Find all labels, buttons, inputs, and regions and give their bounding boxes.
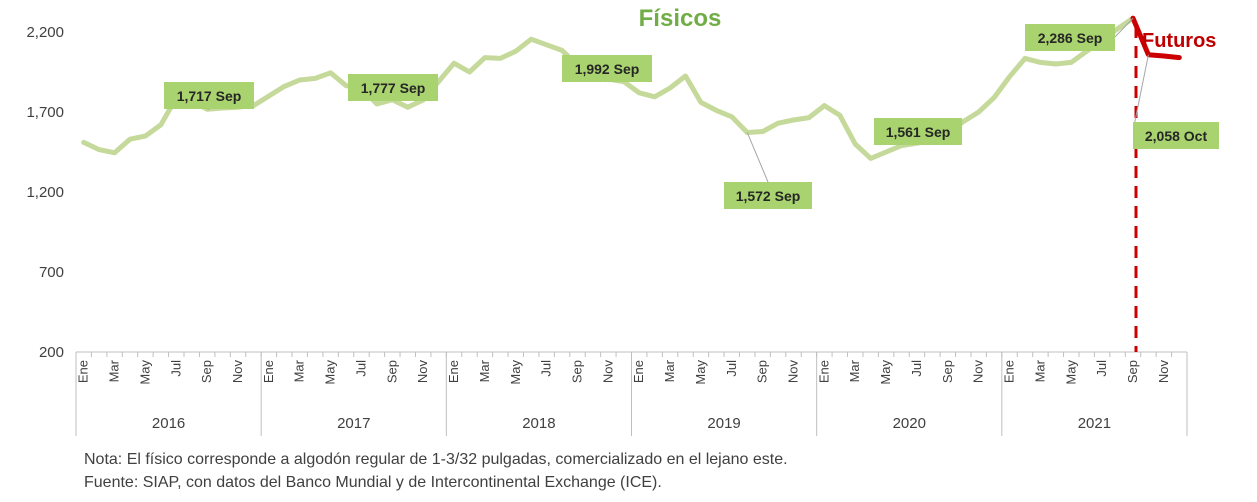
source-text: Fuente: SIAP, con datos del Banco Mundia…	[84, 474, 662, 491]
month-tick-label: Mar	[662, 359, 677, 382]
month-tick-label: Mar	[477, 359, 492, 382]
annotation-label: 1,777 Sep	[361, 80, 426, 96]
annotation-label: 2,286 Sep	[1038, 30, 1103, 46]
month-tick-label: Ene	[816, 360, 831, 383]
annotation-box	[724, 182, 812, 209]
month-tick-label: Nov	[415, 360, 430, 384]
month-tick-label: Jul	[1094, 360, 1109, 377]
annotations-group: 1,717 Sep 1,777 Sep 1,992 Sep 1,572 Sep 1,56…	[164, 17, 1219, 209]
annotation-box	[562, 55, 652, 82]
month-tick-label: May	[1063, 360, 1078, 385]
month-tick-label: Nov	[971, 360, 986, 384]
month-tick-label: May	[878, 360, 893, 385]
month-tick-label: May	[323, 360, 338, 385]
month-tick-label: Mar	[847, 359, 862, 382]
month-tick-label: Nov	[230, 360, 245, 384]
annotation-box	[1025, 24, 1115, 51]
y-tick-label: 1,200	[26, 184, 64, 201]
annotation-box	[348, 74, 438, 101]
year-label: 2019	[707, 415, 740, 432]
annotation-leader	[746, 132, 769, 183]
annotation-box	[1133, 122, 1219, 149]
y-tick-label: 700	[39, 264, 64, 281]
month-tick-label: May	[693, 360, 708, 385]
month-tick-label: Mar	[107, 359, 122, 382]
month-tick-label: Ene	[261, 360, 276, 383]
annotation-leader	[1114, 17, 1134, 38]
month-tick-label: Ene	[1002, 360, 1017, 383]
x-axis: Ene Mar May Jul Sep Nov 2016 Ene Mar May Jul Sep Nov…	[75, 351, 1188, 436]
y-tick-label: 1,700	[26, 104, 64, 121]
month-tick-label: Nov	[786, 360, 801, 384]
month-tick-label: Jul	[168, 360, 183, 377]
month-tick-label: May	[508, 360, 523, 385]
annotation-label: 1,992 Sep	[575, 61, 640, 77]
chart-title: Físicos	[639, 5, 722, 32]
line-chart: Físicos 2,200 1,700 1,200 700 200 Ene Mar May J…	[26, 5, 1219, 436]
month-tick-label: Jul	[353, 360, 368, 377]
year-label: 2021	[1078, 415, 1111, 432]
month-tick-label: Jul	[539, 360, 554, 377]
year-label: 2018	[522, 415, 555, 432]
annotation-label: 1,572 Sep	[736, 188, 801, 204]
month-tick-label: Ene	[446, 360, 461, 383]
annotation-label: 1,717 Sep	[177, 88, 242, 104]
y-axis: 2,200 1,700 1,200 700 200	[26, 24, 64, 361]
month-tick-label: Mar	[292, 359, 307, 382]
month-tick-label: Ene	[76, 360, 91, 383]
year-label: 2020	[893, 415, 926, 432]
month-tick-label: Sep	[384, 360, 399, 383]
y-tick-label: 2,200	[26, 24, 64, 41]
month-tick-label: Sep	[569, 360, 584, 383]
month-tick-label: May	[137, 360, 152, 385]
annotation-box	[164, 82, 254, 109]
y-tick-label: 200	[39, 344, 64, 361]
month-tick-label: Sep	[199, 360, 214, 383]
month-tick-label: Jul	[724, 360, 739, 377]
note-text: Nota: El físico corresponde a algodón re…	[84, 451, 788, 468]
annotation-label: 2,058 Oct	[1145, 128, 1208, 144]
month-tick-label: Jul	[909, 360, 924, 377]
month-tick-label: Mar	[1032, 359, 1047, 382]
annotation-leader	[1133, 54, 1149, 127]
month-tick-label: Ene	[631, 360, 646, 383]
series-line-futuros	[1130, 15, 1182, 61]
month-tick-label: Sep	[940, 360, 955, 383]
month-tick-label: Sep	[755, 360, 770, 383]
month-tick-label: Nov	[1156, 360, 1171, 384]
year-label: 2016	[152, 415, 185, 432]
year-label: 2017	[337, 415, 370, 432]
annotation-box	[874, 118, 962, 145]
annotation-label: 1,561 Sep	[886, 124, 951, 140]
futures-label: Futuros	[1142, 30, 1216, 52]
month-tick-label: Nov	[600, 360, 615, 384]
month-tick-label: Sep	[1125, 360, 1140, 383]
